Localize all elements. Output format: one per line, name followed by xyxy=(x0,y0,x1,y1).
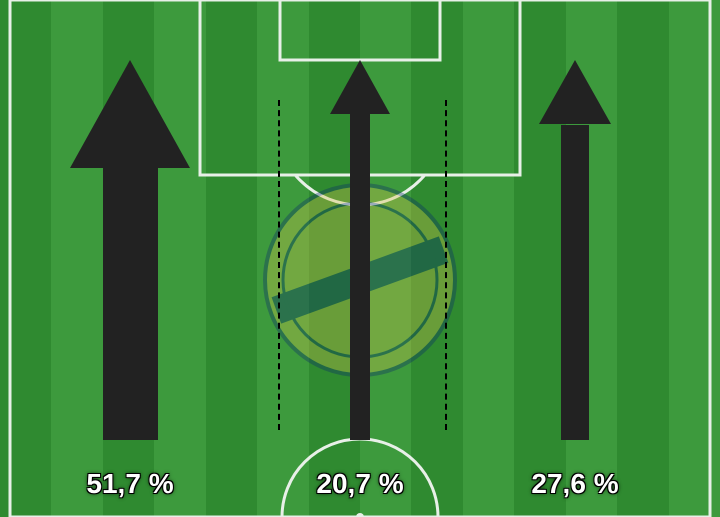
zone-percentage-label: 20,7 % xyxy=(316,468,403,500)
zone-percentage-label: 27,6 % xyxy=(531,468,618,500)
direction-arrow xyxy=(350,114,370,440)
direction-arrow-head xyxy=(539,60,611,124)
direction-arrow-head xyxy=(330,60,390,114)
zone-divider xyxy=(445,100,447,430)
zone-divider xyxy=(278,100,280,430)
direction-arrow xyxy=(561,125,589,440)
zone-percentage-label: 51,7 % xyxy=(86,468,173,500)
direction-arrow-head xyxy=(70,60,190,168)
attack-direction-chart: 51,7 % 20,7 % 27,6 % xyxy=(0,0,720,517)
direction-arrow xyxy=(103,168,158,440)
